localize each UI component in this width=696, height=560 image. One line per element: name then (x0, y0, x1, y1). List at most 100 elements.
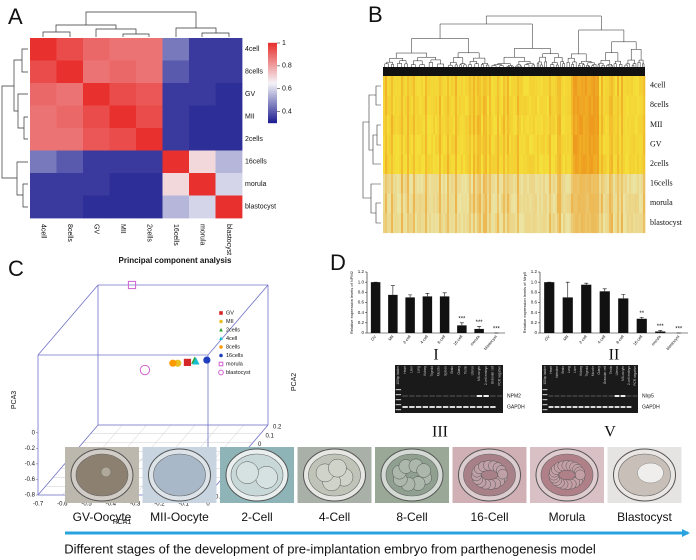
row-label: morula (650, 198, 673, 207)
heatmap-texture (439, 115, 442, 136)
dendrogram (430, 59, 441, 64)
heatmap-texture (383, 154, 386, 175)
heatmap-texture (469, 154, 472, 175)
heatmap-texture (577, 213, 580, 234)
row-label: 8cells (650, 100, 669, 109)
heatmap-texture (385, 95, 388, 116)
heatmap-texture (417, 213, 420, 234)
heatmap-texture (597, 154, 600, 175)
heatmap-texture (639, 115, 642, 136)
heatmap-texture (599, 154, 602, 175)
heatmap-texture (391, 134, 394, 155)
heatmap-texture (623, 174, 626, 194)
heatmap-texture (629, 134, 632, 155)
heatmap-texture (537, 95, 540, 116)
heatmap-texture (591, 76, 594, 96)
heatmap-texture (643, 213, 646, 234)
heatmap-texture (539, 154, 542, 175)
heatmap-texture (415, 213, 418, 234)
heatmap-texture (485, 193, 488, 214)
heatmap-texture (563, 134, 566, 155)
lane-label: Uterus (470, 366, 474, 376)
blastomere (497, 468, 508, 480)
heatmap-texture (443, 154, 446, 175)
heatmap-texture (507, 154, 510, 175)
heatmap-texture (603, 115, 606, 136)
heatmap-texture (565, 134, 568, 155)
heatmap-texture (491, 154, 494, 175)
heatmap-texture (535, 95, 538, 116)
dendrogram (624, 64, 628, 67)
heatmap-texture (519, 213, 522, 234)
heatmap-texture (409, 134, 412, 155)
heatmap-texture (633, 95, 636, 116)
heatmap-texture (421, 174, 424, 194)
heatmap-texture (479, 213, 482, 234)
x-tick-label: -0.2 (154, 502, 165, 508)
heatmap-texture (619, 134, 622, 155)
heatmap-texture (567, 213, 570, 234)
stage-label: MII-Oocyte (150, 510, 209, 524)
heatmap-texture (435, 134, 438, 155)
dendrogram (404, 63, 408, 67)
heatmap-texture (409, 115, 412, 136)
heatmap-texture (401, 213, 404, 234)
heatmap-texture (569, 76, 572, 96)
colorbar-step (268, 64, 277, 68)
heatmap-texture (615, 115, 618, 136)
panel-label: A (8, 4, 23, 29)
heatmap-texture (589, 134, 592, 155)
heatmap-texture (553, 154, 556, 175)
heatmap-texture (609, 76, 612, 96)
heatmap-texture (597, 174, 600, 194)
heatmap-texture (619, 154, 622, 175)
heatmap-texture (595, 154, 598, 175)
heatmap-texture (575, 134, 578, 155)
heatmap-texture (465, 76, 468, 96)
heatmap-texture (441, 174, 444, 194)
dendrogram (474, 63, 479, 67)
heatmap-cell (136, 105, 163, 129)
heatmap-texture (609, 95, 612, 116)
bar (388, 294, 398, 333)
heatmap-texture (535, 115, 538, 136)
dendrogram (567, 57, 575, 63)
heatmap-texture (421, 95, 424, 116)
bar (599, 291, 610, 333)
lane-label: Uterus (615, 366, 619, 376)
heatmap-texture (559, 154, 562, 175)
heatmap-texture (399, 95, 402, 116)
heatmap-texture (427, 134, 430, 155)
heatmap-texture (445, 174, 448, 194)
heatmap-texture (491, 193, 494, 214)
gel-band (608, 395, 614, 397)
colorbar-step (268, 104, 277, 108)
heatmap-texture (509, 174, 512, 194)
blastocoel (637, 462, 664, 484)
heatmap-texture (583, 76, 586, 96)
heatmap-texture (583, 193, 586, 214)
heatmap-texture (501, 193, 504, 214)
heatmap-texture (471, 154, 474, 175)
heatmap-texture (559, 134, 562, 155)
heatmap-cell (215, 83, 243, 106)
heatmap-texture (407, 134, 410, 155)
heatmap-texture (525, 174, 528, 194)
heatmap-texture (561, 76, 564, 96)
gel-band (429, 406, 435, 408)
gel-band (560, 406, 566, 408)
heatmap-texture (483, 134, 486, 155)
colorbar-step (268, 56, 277, 60)
heatmap-texture (471, 115, 474, 136)
heatmap-texture (527, 213, 530, 234)
heatmap-texture (595, 115, 598, 136)
dendrogram (518, 61, 531, 65)
dendrogram (491, 65, 497, 67)
heatmap-texture (543, 95, 546, 116)
heatmap-texture (465, 193, 468, 214)
heatmap-texture (487, 95, 490, 116)
heatmap-texture (507, 174, 510, 194)
gel-band (548, 406, 554, 408)
heatmap-texture (435, 193, 438, 214)
heatmap-texture (449, 76, 452, 96)
